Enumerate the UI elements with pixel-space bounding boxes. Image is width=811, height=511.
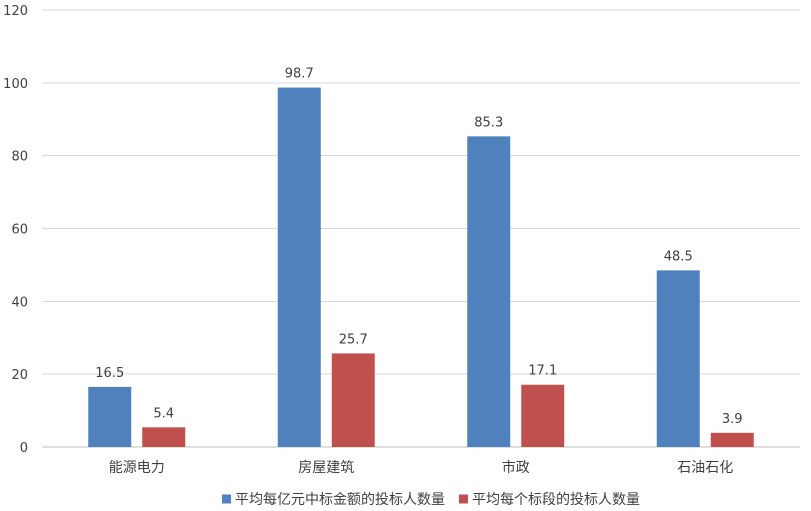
legend-label-2: 平均每个标段的投标人数量 (472, 492, 640, 508)
y-tick-label: 60 (11, 223, 28, 238)
bar-1-3 (467, 136, 511, 447)
category-label: 能源电力 (109, 460, 165, 476)
x-axis-categories: 能源电力 房屋建筑 市政 石油石化 (109, 459, 734, 476)
data-label: 25.7 (339, 332, 368, 347)
data-label: 3.9 (722, 412, 743, 427)
data-label: 85.3 (474, 115, 503, 130)
legend-swatch-2 (459, 494, 468, 504)
data-labels: 16.5 5.4 98.7 25.7 85.3 17.1 48.5 3.9 (95, 67, 742, 427)
data-label: 5.4 (153, 406, 174, 421)
legend: 平均每亿元中标金额的投标人数量 平均每个标段的投标人数量 (222, 492, 640, 508)
category-label: 石油石化 (677, 460, 733, 476)
bar-2-4 (710, 432, 754, 447)
data-label: 17.1 (528, 364, 557, 379)
bar-1-2 (277, 87, 321, 447)
data-label: 98.7 (285, 67, 314, 82)
y-tick-label: 120 (3, 4, 28, 19)
y-tick-label: 0 (20, 441, 28, 456)
data-label: 48.5 (664, 249, 693, 264)
bar-2-2 (331, 353, 375, 447)
y-axis-ticks: 0 20 40 60 80 100 120 (3, 4, 28, 456)
category-label: 房屋建筑 (298, 460, 354, 476)
data-label: 16.5 (95, 366, 124, 381)
bar-2-1 (142, 427, 186, 447)
bar-1-1 (88, 386, 132, 447)
y-tick-label: 100 (3, 77, 28, 92)
legend-swatch-1 (222, 494, 231, 504)
bar-2-3 (521, 384, 565, 447)
legend-label-1: 平均每亿元中标金额的投标人数量 (235, 492, 445, 508)
bar-1-4 (656, 270, 700, 447)
y-tick-label: 20 (11, 368, 28, 383)
y-tick-label: 40 (11, 295, 28, 310)
bars (88, 87, 754, 447)
category-label: 市政 (502, 459, 530, 476)
gridlines (42, 9, 800, 448)
y-tick-label: 80 (11, 150, 28, 165)
